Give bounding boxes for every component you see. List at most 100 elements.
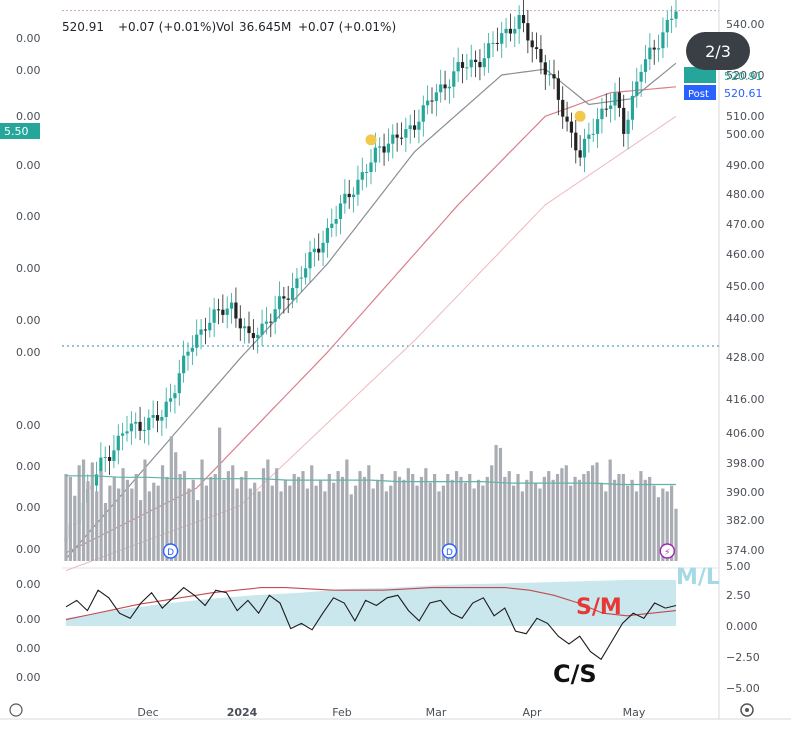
candle-body <box>513 28 517 34</box>
price-axis-tick: 440.00 <box>726 312 765 325</box>
volume-bar <box>670 485 674 561</box>
candle-body <box>321 242 325 253</box>
volume-bar <box>384 491 388 561</box>
volume-bar <box>283 479 288 561</box>
volume-bar <box>231 465 235 561</box>
candle-body <box>609 105 613 109</box>
volume-bar <box>305 488 309 561</box>
volume-bar <box>117 488 121 561</box>
candle-body <box>160 417 164 421</box>
header-vol-value: 36.645M <box>239 20 291 34</box>
volume-bar <box>292 474 296 561</box>
candle-body <box>203 329 208 331</box>
volume-bar <box>178 474 182 561</box>
volume-bar <box>643 479 647 561</box>
candle-body <box>487 43 491 59</box>
candle-body <box>138 421 142 431</box>
volume-bar <box>99 471 103 561</box>
volume-bar <box>551 479 555 561</box>
volume-bar <box>547 471 551 561</box>
volume-bar <box>446 474 450 561</box>
volume-axis-tick: 390.00 <box>726 486 765 499</box>
volume-bar <box>217 427 222 561</box>
ma-fast-line <box>65 62 677 560</box>
volume-bar <box>90 462 94 561</box>
volume-axis-tick: 416.00 <box>726 393 765 406</box>
volume-bar <box>296 476 301 561</box>
candle-body <box>243 326 247 329</box>
left-axis-tick: 0.00 <box>16 210 41 223</box>
volume-axis-tick: 374.00 <box>726 544 765 557</box>
volume-bar <box>182 471 187 561</box>
volume-bar <box>674 508 678 561</box>
candle-body <box>94 474 99 486</box>
candle-body <box>168 398 173 402</box>
candle-body <box>334 219 338 224</box>
volume-bar <box>226 471 230 561</box>
candle-body <box>182 355 186 374</box>
event-icon-ring <box>162 543 179 559</box>
volume-bar <box>520 491 525 561</box>
volume-bar <box>634 491 639 561</box>
volume-bar <box>270 485 274 561</box>
event-marker <box>574 110 586 122</box>
volume-bar <box>498 447 503 561</box>
candle-body <box>373 147 377 163</box>
volume-bar <box>402 479 406 561</box>
volume-bar <box>345 459 349 561</box>
volume-bar <box>424 468 428 561</box>
candle-body <box>99 457 103 475</box>
time-axis-tick: Mar <box>426 706 447 719</box>
candle-body <box>452 71 456 87</box>
candle-body <box>630 95 635 120</box>
candle-body <box>443 84 447 89</box>
volume-bar <box>591 465 595 561</box>
volume-bar <box>595 462 599 561</box>
volume-bar <box>362 476 367 561</box>
volume-bar <box>604 491 608 561</box>
price-axis-tick: 470.00 <box>726 218 765 231</box>
event-icon-label: ⚡ <box>664 548 670 558</box>
candle-body <box>478 62 482 68</box>
volume-bar <box>599 482 603 561</box>
candle-body <box>286 298 290 300</box>
volume-bar <box>577 479 582 561</box>
volume-bar <box>573 476 577 561</box>
volume-bar <box>621 474 625 561</box>
volume-bar <box>196 500 200 561</box>
candle-body <box>604 108 608 110</box>
header-vol-label: Vol <box>216 20 234 34</box>
volume-bar <box>533 482 538 561</box>
page-indicator[interactable]: 2/3 <box>686 32 750 70</box>
volume-bar <box>310 465 314 561</box>
candle-body <box>343 193 347 204</box>
candle-body <box>129 423 133 432</box>
volume-bar <box>248 488 252 561</box>
candle-body <box>500 33 504 44</box>
candle-body <box>460 62 465 68</box>
candle-body <box>613 92 617 106</box>
gear-icon[interactable] <box>740 703 754 717</box>
volume-bar <box>95 491 99 561</box>
candle-body <box>670 18 674 20</box>
candle-body <box>347 193 351 198</box>
volume-bar <box>569 485 573 561</box>
candle-body <box>338 203 343 220</box>
volume-bar <box>586 471 590 561</box>
candle-body <box>369 162 373 172</box>
scroll-back-icon[interactable] <box>9 703 23 717</box>
event-icon-label: D <box>446 548 453 558</box>
volume-bar <box>503 476 507 561</box>
volume-bar <box>121 468 125 561</box>
candle-body <box>665 19 669 33</box>
volume-bar <box>279 491 283 561</box>
candle-body <box>277 296 282 310</box>
volume-bar <box>380 474 384 561</box>
candle-body <box>534 47 539 49</box>
volume-bar <box>661 488 665 561</box>
candle-body <box>382 146 386 153</box>
candle-body <box>216 309 221 311</box>
candle-body <box>295 278 299 289</box>
annotation-ml: M/L <box>676 565 720 590</box>
